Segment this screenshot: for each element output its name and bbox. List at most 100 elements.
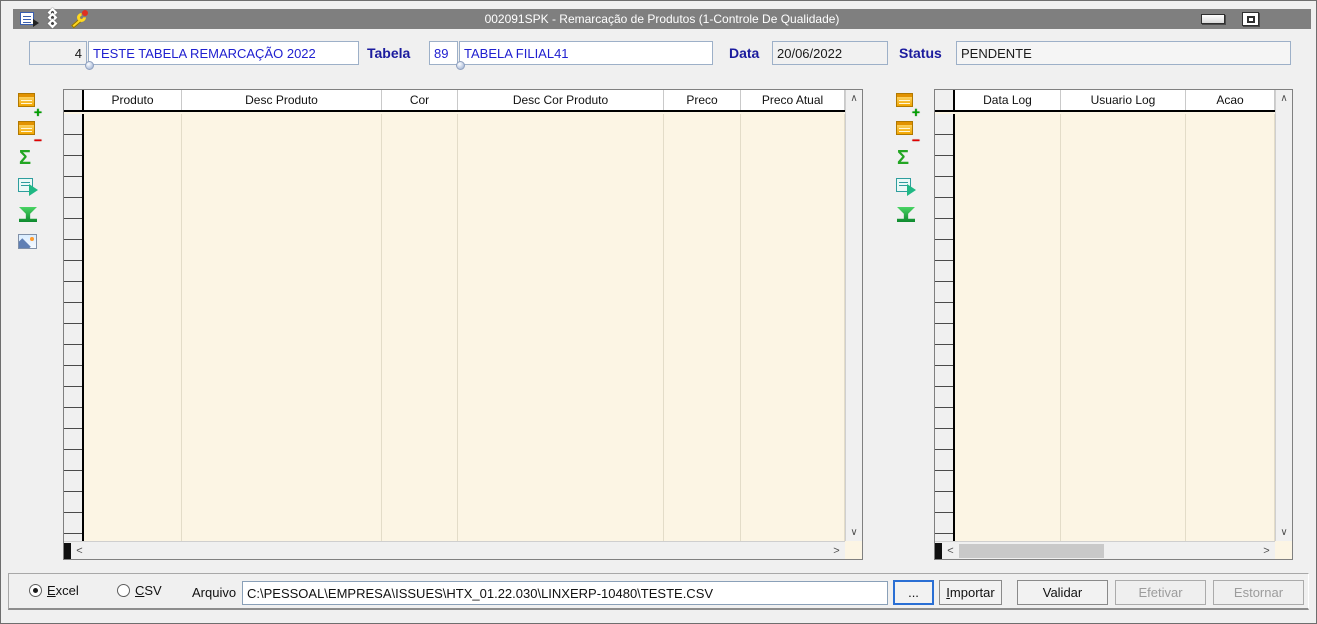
- tabela-label: Tabela: [367, 45, 411, 61]
- export-arrow: [907, 184, 916, 196]
- minimize-button[interactable]: [1201, 14, 1225, 24]
- column-header-preco[interactable]: Preco: [664, 90, 741, 110]
- delete-row-icon[interactable]: −: [17, 119, 42, 148]
- wrench-icon[interactable]: [71, 10, 91, 29]
- radio-csv-label: CSV: [135, 583, 162, 598]
- products-grid-body[interactable]: [64, 114, 845, 541]
- horizontal-scrollbar[interactable]: < >: [64, 541, 845, 559]
- scrollbar-corner: [845, 541, 862, 559]
- vertical-scrollbar[interactable]: ∧ ∨: [1275, 90, 1292, 541]
- filter-icon[interactable]: [895, 203, 919, 227]
- sum-icon[interactable]: Σ: [17, 147, 41, 171]
- log-grid-header: Data Log Usuario Log Acao: [935, 90, 1275, 112]
- log-grid: Data Log Usuario Log Acao ∧ ∨ < >: [934, 89, 1293, 560]
- body-column: [741, 114, 845, 541]
- left-grid-toolbar: + − Σ: [17, 91, 43, 259]
- estornar-button[interactable]: Estornar: [1213, 580, 1304, 605]
- radio-excel-label: Excel: [47, 583, 79, 598]
- column-header-cor[interactable]: Cor: [382, 90, 458, 110]
- scroll-right-button[interactable]: >: [833, 544, 840, 557]
- sum-icon[interactable]: Σ: [895, 147, 919, 171]
- column-header-data-log[interactable]: Data Log: [955, 90, 1061, 110]
- radio-csv-circle: [117, 584, 130, 597]
- scroll-track[interactable]: [959, 543, 1258, 559]
- scroll-left-button[interactable]: <: [76, 544, 83, 557]
- table-name-field[interactable]: TESTE TABELA REMARCAÇÃO 2022: [88, 41, 359, 65]
- export-grid-icon[interactable]: [895, 175, 919, 199]
- browse-button[interactable]: ...: [893, 580, 934, 605]
- table-glyph: [18, 121, 35, 135]
- horizontal-scrollbar[interactable]: < >: [935, 541, 1275, 559]
- body-column: [955, 114, 1061, 541]
- body-column: [664, 114, 741, 541]
- row-indicator-column: [935, 114, 955, 541]
- add-row-icon[interactable]: +: [17, 91, 42, 120]
- column-header-acao[interactable]: Acao: [1186, 90, 1275, 110]
- table-glyph: [896, 93, 913, 107]
- window-title: 002091SPK - Remarcação de Produtos (1-Co…: [484, 12, 840, 26]
- column-header-preco-atual[interactable]: Preco Atual: [741, 90, 845, 110]
- scrollbar-corner-block: [64, 542, 71, 559]
- scroll-left-button[interactable]: <: [947, 544, 954, 557]
- radio-csv[interactable]: CSV: [117, 583, 162, 598]
- footer-panel: Excel CSV Arquivo ... Importar Validar E…: [8, 573, 1309, 610]
- log-grid-body[interactable]: [935, 114, 1275, 541]
- plus-badge: +: [33, 104, 42, 120]
- window-controls: [1201, 9, 1259, 29]
- vertical-scrollbar[interactable]: ∧ ∨: [845, 90, 862, 541]
- scroll-up-button[interactable]: ∧: [1280, 93, 1288, 104]
- export-grid-icon[interactable]: [17, 175, 41, 199]
- arquivo-input[interactable]: [242, 581, 888, 605]
- efetivar-button[interactable]: Efetivar: [1115, 580, 1206, 605]
- sigma-glyph: Σ: [897, 147, 910, 169]
- image-icon[interactable]: [17, 231, 41, 255]
- wrench-red-dot: [82, 10, 88, 16]
- add-row-icon[interactable]: +: [895, 91, 920, 120]
- funnel-glyph: [19, 207, 37, 222]
- status-field: PENDENTE: [956, 41, 1291, 65]
- column-header-produto[interactable]: Produto: [84, 90, 182, 110]
- body-column: [182, 114, 382, 541]
- status-lights-glyph: [47, 7, 58, 28]
- maximize-icon: [1246, 15, 1255, 23]
- column-header-desc-cor-produto[interactable]: Desc Cor Produto: [458, 90, 664, 110]
- form-export-arrow: [33, 19, 39, 27]
- column-header-desc-produto[interactable]: Desc Produto: [182, 90, 382, 110]
- status-label: Status: [899, 45, 942, 61]
- tabela-number-field[interactable]: 89: [429, 41, 458, 65]
- body-column: [84, 114, 182, 541]
- wrench-glyph: [71, 10, 89, 29]
- scrollbar-corner: [1275, 541, 1292, 559]
- row-indicator-header: [935, 90, 955, 110]
- scroll-thumb[interactable]: [959, 543, 1104, 558]
- data-field: 20/06/2022: [772, 41, 888, 65]
- products-grid-header: Produto Desc Produto Cor Desc Cor Produt…: [64, 90, 845, 112]
- scroll-up-button[interactable]: ∧: [850, 93, 858, 104]
- plus-badge: +: [911, 104, 920, 120]
- sigma-glyph: Σ: [19, 147, 32, 169]
- importar-button[interactable]: Importar: [939, 580, 1002, 605]
- export-arrow: [29, 184, 38, 196]
- maximize-button[interactable]: [1242, 12, 1259, 26]
- scroll-right-button[interactable]: >: [1263, 544, 1270, 557]
- scrollbar-corner-block: [935, 542, 942, 559]
- radio-excel[interactable]: Excel: [29, 583, 79, 598]
- delete-row-icon[interactable]: −: [895, 119, 920, 147]
- status-lights-icon[interactable]: [45, 7, 65, 28]
- scroll-down-button[interactable]: ∨: [850, 527, 858, 538]
- table-glyph: [896, 121, 913, 135]
- body-column: [1186, 114, 1275, 541]
- hint-bubble: [85, 61, 94, 70]
- filter-icon[interactable]: [17, 203, 41, 227]
- scroll-down-button[interactable]: ∨: [1280, 527, 1288, 538]
- funnel-glyph: [897, 207, 915, 222]
- body-column: [382, 114, 458, 541]
- tabela-desc-field[interactable]: TABELA FILIAL41: [459, 41, 713, 65]
- validar-button[interactable]: Validar: [1017, 580, 1108, 605]
- column-header-usuario-log[interactable]: Usuario Log: [1061, 90, 1186, 110]
- form-export-icon[interactable]: [19, 10, 39, 28]
- radio-excel-dot: [33, 588, 38, 593]
- minus-badge: −: [33, 132, 42, 148]
- scroll-track[interactable]: [88, 543, 828, 559]
